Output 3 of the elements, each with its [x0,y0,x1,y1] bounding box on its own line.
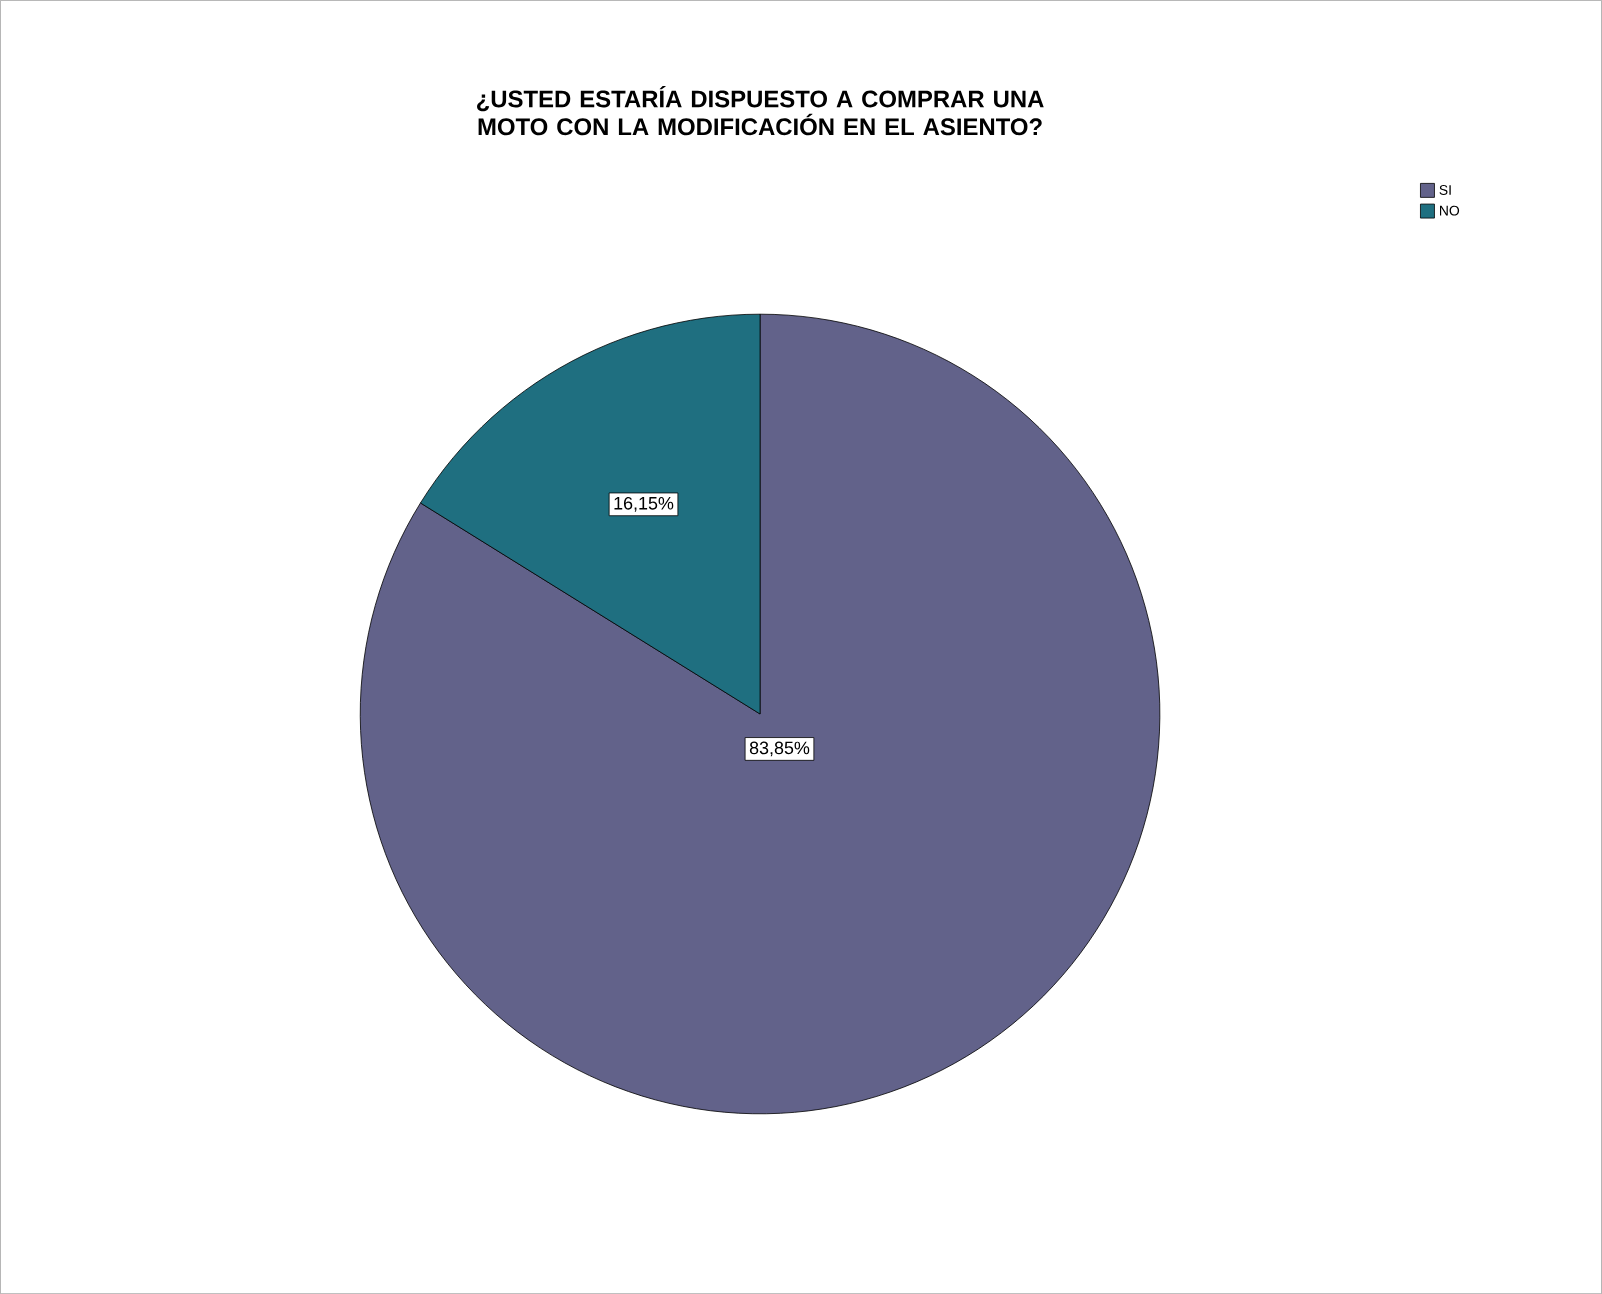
data-label: 83,85% [749,741,810,757]
data-label: 16,15% [614,496,674,512]
chart-title: ¿USTED ESTARÍA DISPUESTO A COMPRAR UNA MOTO CON LA MODIFICACIÓN EN EL ASIENTO? [477,85,1044,136]
